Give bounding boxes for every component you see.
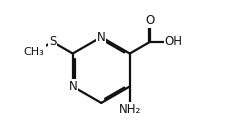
Text: N: N bbox=[96, 31, 105, 44]
Text: O: O bbox=[145, 14, 154, 27]
Text: CH₃: CH₃ bbox=[24, 47, 44, 57]
Text: OH: OH bbox=[164, 35, 182, 48]
Text: N: N bbox=[68, 80, 77, 93]
Text: S: S bbox=[49, 35, 56, 48]
Text: NH₂: NH₂ bbox=[118, 103, 140, 116]
